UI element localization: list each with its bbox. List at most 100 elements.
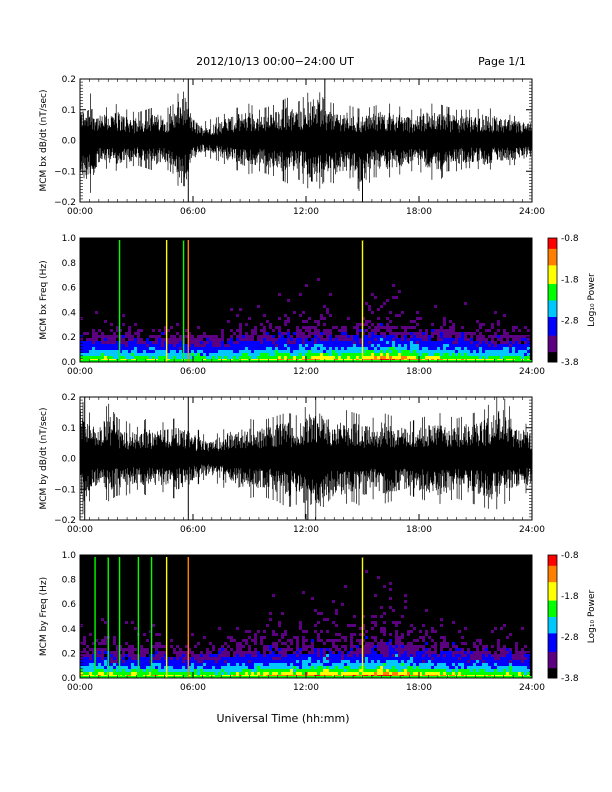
spectrogram-cell <box>122 323 125 326</box>
spectrogram-cell <box>359 669 362 672</box>
spectrogram-cell <box>194 660 197 663</box>
spectrogram-cell <box>494 350 497 353</box>
spectrogram-cell <box>80 353 83 356</box>
spectrogram-cell <box>392 654 395 657</box>
spectrogram-cell <box>170 669 173 672</box>
x-tick-label: 06:00 <box>180 525 206 535</box>
spectrogram-cell <box>473 663 476 666</box>
spectrogram-cell <box>413 645 416 648</box>
spectrogram-cell <box>344 350 347 353</box>
spectrogram-cell <box>134 356 137 359</box>
spectrogram-cell <box>116 651 119 654</box>
spectrogram-cell <box>236 672 239 675</box>
spectrogram-cell <box>296 648 299 651</box>
spectrogram-cell <box>122 657 125 660</box>
spectrogram-cell <box>245 660 248 663</box>
spectrogram-cell <box>167 666 170 669</box>
spectrogram-cell <box>494 651 497 654</box>
spectrogram-cell <box>131 347 134 350</box>
spectrogram-cell <box>485 645 488 648</box>
spectrogram-cell <box>227 663 230 666</box>
spectrogram-cell <box>305 284 308 287</box>
spectrogram-cell <box>380 323 383 326</box>
spectrogram-cell <box>350 642 353 645</box>
spectrogram-cell <box>281 648 284 651</box>
spectrogram-cell <box>263 645 266 648</box>
spectrogram-cell <box>317 621 320 624</box>
spectrogram-cell <box>275 338 278 341</box>
spectrogram-cell <box>317 672 320 675</box>
spectrogram-cell <box>287 317 290 320</box>
spectrogram-cell <box>140 648 143 651</box>
spectrogram-cell <box>83 651 86 654</box>
spectrogram-cell <box>434 657 437 660</box>
spectrogram-cell <box>359 344 362 347</box>
spectrogram-cell <box>434 645 437 648</box>
spectrogram-cell <box>452 666 455 669</box>
spectrogram-cell <box>83 660 86 663</box>
spectrogram-cell <box>296 356 299 359</box>
spectrogram-cell <box>521 651 524 654</box>
spectrogram-cell <box>227 645 230 648</box>
spectrogram-cell <box>440 326 443 329</box>
spectrogram-cell <box>194 350 197 353</box>
spectrogram-cell <box>320 666 323 669</box>
spectrogram-cell <box>104 356 107 359</box>
spectrogram-cell <box>236 654 239 657</box>
spectrogram-cell <box>149 341 152 344</box>
spectrogram-cell <box>206 356 209 359</box>
spectrogram-cell <box>278 356 281 359</box>
spectrogram-cell <box>287 669 290 672</box>
spectrogram-cell <box>92 642 95 645</box>
spectrogram-cell <box>275 654 278 657</box>
spectrogram-cell <box>404 645 407 648</box>
spectrogram-cell <box>326 672 329 675</box>
spectrogram-cell <box>284 344 287 347</box>
spectrogram-cell <box>128 645 131 648</box>
spectrogram-cell <box>431 335 434 338</box>
spectrogram-cell <box>98 353 101 356</box>
spectrogram-cell <box>233 666 236 669</box>
spectrogram-cell <box>377 663 380 666</box>
spectrogram-cell <box>329 666 332 669</box>
spectrogram-cell <box>365 660 368 663</box>
spectrogram-cell <box>281 636 284 639</box>
spectrogram-cell <box>431 350 434 353</box>
spectrogram-cell <box>281 666 284 669</box>
spectrogram-cell <box>266 666 269 669</box>
spectrogram-cell <box>338 350 341 353</box>
colorbar-segment <box>548 242 557 245</box>
spectrogram-cell <box>263 356 266 359</box>
spectrogram-cell <box>359 657 362 660</box>
spectrogram-cell <box>407 341 410 344</box>
spectrogram-cell <box>128 660 131 663</box>
spectrogram-cell <box>449 666 452 669</box>
spectrogram-cell <box>164 645 167 648</box>
x-tick-label: 12:00 <box>293 367 319 377</box>
spectrogram-cell <box>305 341 308 344</box>
colorbar-tick-label: -0.8 <box>561 551 579 561</box>
spectrogram-cell <box>371 350 374 353</box>
spectrogram-cell <box>263 654 266 657</box>
spectrogram-cell <box>344 645 347 648</box>
spectrogram-cell <box>179 648 182 651</box>
spectrogram-cell <box>242 335 245 338</box>
spectrogram-cell <box>308 663 311 666</box>
spectrogram-cell <box>464 654 467 657</box>
spectrogram-cell <box>344 657 347 660</box>
spectrogram-cell <box>323 663 326 666</box>
spectrogram-cell <box>188 347 191 350</box>
spectrogram-cell <box>377 341 380 344</box>
spectrogram-cell <box>308 317 311 320</box>
spectrogram-cell <box>359 633 362 636</box>
spectrogram-cell <box>515 335 518 338</box>
spectrogram-cell <box>443 356 446 359</box>
spectrogram-cell <box>467 654 470 657</box>
spectrogram-cell <box>425 654 428 657</box>
colorbar-segment <box>548 308 557 311</box>
spectrogram-cell <box>266 344 269 347</box>
spectrogram-cell <box>452 353 455 356</box>
spectrogram-cell <box>365 669 368 672</box>
spectrogram-cell <box>125 341 128 344</box>
spectrogram-cell <box>362 648 365 651</box>
